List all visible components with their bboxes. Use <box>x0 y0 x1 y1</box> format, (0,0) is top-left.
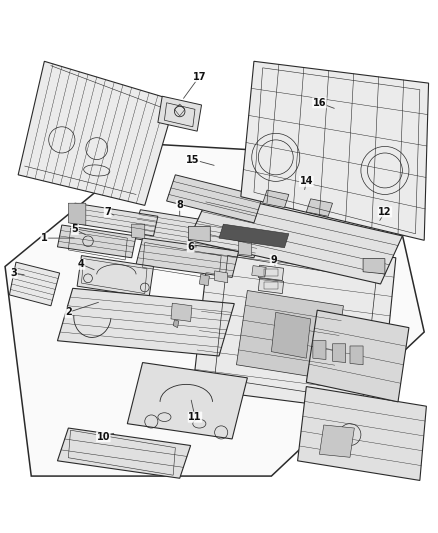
Text: 4: 4 <box>78 260 85 269</box>
Polygon shape <box>219 224 289 248</box>
Polygon shape <box>68 203 86 225</box>
Polygon shape <box>306 310 409 402</box>
Text: 15: 15 <box>186 155 200 165</box>
Polygon shape <box>272 312 311 358</box>
Polygon shape <box>173 320 179 328</box>
Text: 16: 16 <box>313 98 326 108</box>
Polygon shape <box>18 61 175 205</box>
Text: 1: 1 <box>41 233 48 243</box>
Polygon shape <box>350 346 363 365</box>
Text: 14: 14 <box>300 176 313 187</box>
Polygon shape <box>57 288 234 356</box>
Polygon shape <box>239 241 252 256</box>
Polygon shape <box>306 199 332 216</box>
Polygon shape <box>77 256 153 297</box>
Text: 8: 8 <box>176 200 183 211</box>
Polygon shape <box>158 96 201 131</box>
Polygon shape <box>258 278 284 294</box>
Polygon shape <box>363 259 385 274</box>
Polygon shape <box>193 234 396 413</box>
Polygon shape <box>57 428 191 478</box>
Text: 3: 3 <box>11 268 17 278</box>
Polygon shape <box>313 341 326 359</box>
Polygon shape <box>258 265 284 280</box>
Polygon shape <box>297 386 426 480</box>
Polygon shape <box>166 175 263 223</box>
Polygon shape <box>5 144 424 476</box>
Text: 10: 10 <box>96 432 110 442</box>
Polygon shape <box>241 61 428 240</box>
Polygon shape <box>215 271 228 282</box>
Polygon shape <box>127 362 247 439</box>
Polygon shape <box>199 274 209 286</box>
Polygon shape <box>237 290 343 380</box>
Polygon shape <box>263 190 289 207</box>
Text: 2: 2 <box>65 308 72 317</box>
Text: 7: 7 <box>104 207 111 217</box>
Text: 11: 11 <box>188 412 202 422</box>
Polygon shape <box>252 265 266 277</box>
Polygon shape <box>188 192 403 284</box>
Text: 6: 6 <box>187 242 194 252</box>
Polygon shape <box>171 303 192 321</box>
Polygon shape <box>188 227 210 241</box>
Text: 17: 17 <box>193 71 206 82</box>
Polygon shape <box>10 262 60 306</box>
Text: 12: 12 <box>378 207 392 217</box>
Text: 9: 9 <box>270 255 277 265</box>
Polygon shape <box>136 238 239 277</box>
Polygon shape <box>132 224 145 239</box>
Polygon shape <box>57 225 136 258</box>
Polygon shape <box>71 203 158 236</box>
Text: 5: 5 <box>71 224 78 235</box>
Polygon shape <box>319 425 354 457</box>
Polygon shape <box>132 210 263 258</box>
Polygon shape <box>332 344 346 362</box>
